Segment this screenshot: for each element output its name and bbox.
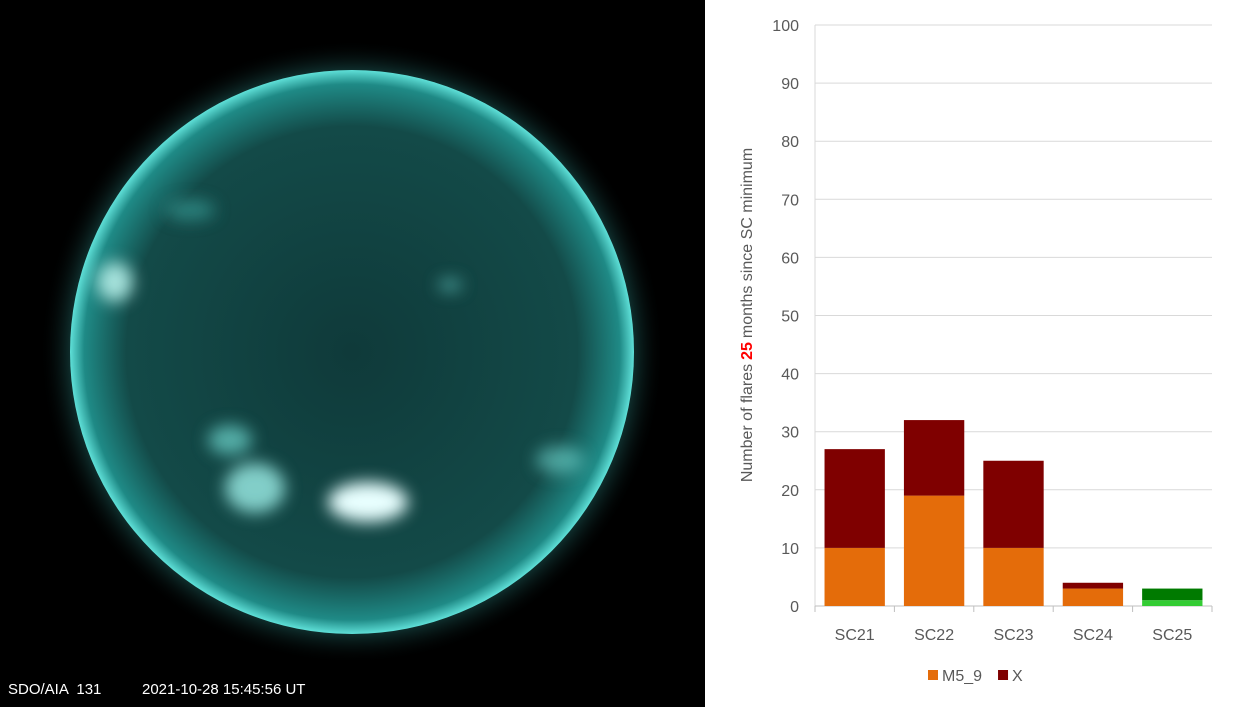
y-tick-label: 100 <box>772 18 799 35</box>
y-tick-label: 10 <box>781 541 799 558</box>
y-tick-label: 70 <box>781 192 799 209</box>
y-tick-label: 50 <box>781 309 799 326</box>
y-tick-label: 20 <box>781 483 799 500</box>
sun-image: SDO/AIA 131 2021-10-28 15:45:56 UT <box>0 0 705 707</box>
bar-segment <box>1062 582 1124 589</box>
legend-label: M5_9 <box>942 668 982 685</box>
x-tick-label: SC21 <box>835 627 875 644</box>
y-tick-label: 60 <box>781 250 799 267</box>
x-tick-label: SC25 <box>1152 627 1192 644</box>
bar-segment <box>824 449 885 548</box>
y-label-part: 25 <box>739 342 756 360</box>
bar-segment <box>1142 600 1203 606</box>
bar-segment <box>903 495 965 606</box>
bar-segment <box>903 420 965 496</box>
bar-segment <box>983 547 1044 606</box>
x-tick-label: SC22 <box>914 627 954 644</box>
legend-swatch <box>928 670 938 680</box>
y-label-part: months since SC minimum <box>739 148 756 338</box>
bar-segment <box>1062 588 1124 606</box>
y-tick-label: 90 <box>781 76 799 93</box>
y-tick-label: 0 <box>790 599 799 616</box>
legend-swatch <box>998 670 1009 680</box>
y-tick-label: 80 <box>781 134 799 151</box>
image-caption: SDO/AIA 131 <box>8 681 101 698</box>
y-tick-label: 40 <box>781 367 799 384</box>
y-tick-label: 30 <box>781 425 799 442</box>
x-tick-label: SC23 <box>993 627 1033 644</box>
bar-segment <box>983 460 1044 548</box>
image-timestamp: 2021-10-28 15:45:56 UT <box>142 681 305 698</box>
y-label-part: Number of flares <box>739 364 756 482</box>
y-axis-label: Number of flares 25 months since SC minimu… <box>739 148 756 482</box>
legend-label: X <box>1012 668 1023 685</box>
x-tick-label: SC24 <box>1073 627 1113 644</box>
bar-segment <box>824 547 885 606</box>
bar-segment <box>1142 588 1203 601</box>
